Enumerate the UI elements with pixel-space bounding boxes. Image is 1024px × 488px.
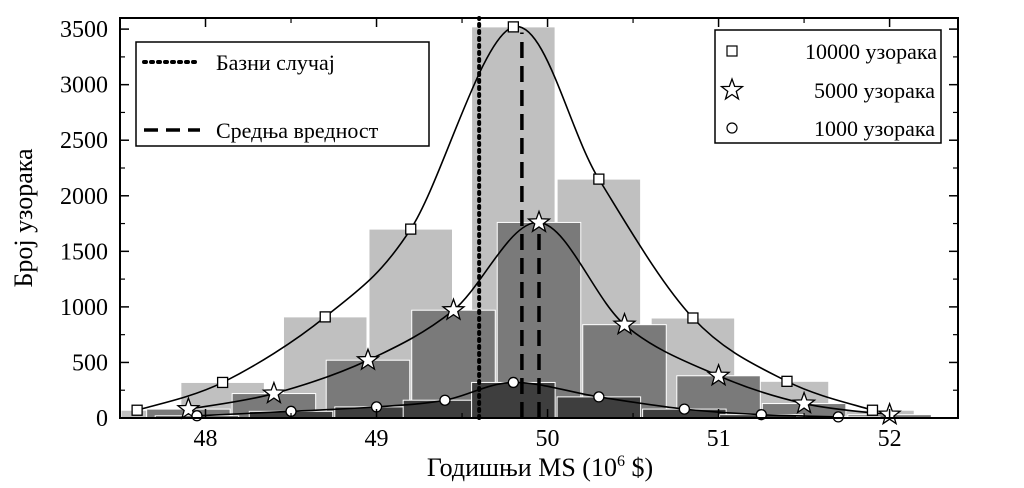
legend-left: Базни случај Средња вредност — [135, 41, 430, 147]
marker-star — [706, 362, 731, 387]
y-tick-label: 500 — [72, 350, 108, 376]
marker-square — [131, 404, 143, 416]
legend-10000-label: 10000 узорака — [805, 39, 937, 64]
marker-square — [405, 223, 417, 235]
marker-square — [687, 312, 699, 324]
legend-mean-label: Средња вредност — [216, 118, 379, 143]
y-tick-label: 1000 — [60, 295, 108, 321]
legend-left-box — [135, 41, 430, 147]
x-tick-label: 50 — [536, 426, 560, 452]
x-tick-label: 51 — [707, 426, 731, 452]
y-tick-label: 1500 — [60, 239, 108, 265]
axis-ticks: 48 49 50 51 52 0 500 1000 1500 2000 2500 3000 3500 — [60, 17, 958, 452]
legend-star-marker-icon — [719, 77, 745, 101]
marker-star — [441, 297, 466, 321]
marker-circle — [439, 394, 451, 406]
marker-square — [216, 376, 229, 389]
marker-star — [355, 347, 381, 371]
y-tick-label: 0 — [96, 406, 108, 432]
y-tick-label: 3000 — [60, 73, 108, 99]
reference-lines — [477, 16, 541, 420]
marker-square — [866, 404, 879, 416]
legend-right: 10000 узорака 5000 узорака 1000 узорака — [714, 29, 942, 144]
marker-circle — [191, 410, 203, 422]
x-tick-label: 49 — [365, 426, 389, 452]
x-tick-label: 52 — [878, 426, 902, 452]
marker-star — [526, 209, 552, 233]
marker-star — [791, 390, 817, 415]
x-tick-label: 48 — [194, 426, 218, 452]
legend-circle-marker-icon — [726, 122, 738, 134]
marker-circle — [832, 411, 844, 423]
x-axis-title: Годишњи MS (106 $) — [427, 453, 653, 482]
marker-square — [593, 173, 605, 185]
marker-circle — [507, 376, 519, 389]
y-tick-label: 2500 — [60, 128, 108, 154]
marker-circle — [678, 403, 691, 415]
marker-circle — [593, 391, 605, 403]
marker-square — [319, 311, 331, 323]
legend-right-box — [714, 29, 942, 144]
y-tick-label: 3500 — [60, 17, 108, 43]
legend-square-marker-icon — [726, 45, 738, 57]
plot-frame — [119, 17, 959, 419]
marker-star — [261, 380, 287, 405]
y-tick-label: 2000 — [60, 184, 108, 210]
legend-base-case-label: Базни случај — [216, 50, 335, 75]
y-axis-title: Број узорака — [9, 148, 38, 288]
x-axis-title-superscript: 6 — [617, 453, 625, 470]
legend-1000-label: 1000 узорака — [814, 116, 935, 141]
marker-square — [781, 375, 793, 387]
legend-5000-label: 5000 узорака — [814, 78, 935, 103]
marker-star — [612, 311, 637, 336]
marker-square — [507, 21, 519, 33]
marker-star — [176, 396, 201, 420]
